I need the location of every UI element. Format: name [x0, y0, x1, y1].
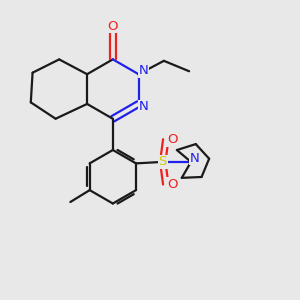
- Text: S: S: [159, 155, 167, 168]
- Text: N: N: [139, 64, 149, 77]
- Text: O: O: [167, 178, 178, 191]
- Text: O: O: [167, 133, 178, 146]
- Text: O: O: [108, 20, 118, 33]
- Text: N: N: [139, 100, 149, 113]
- Text: N: N: [190, 152, 200, 165]
